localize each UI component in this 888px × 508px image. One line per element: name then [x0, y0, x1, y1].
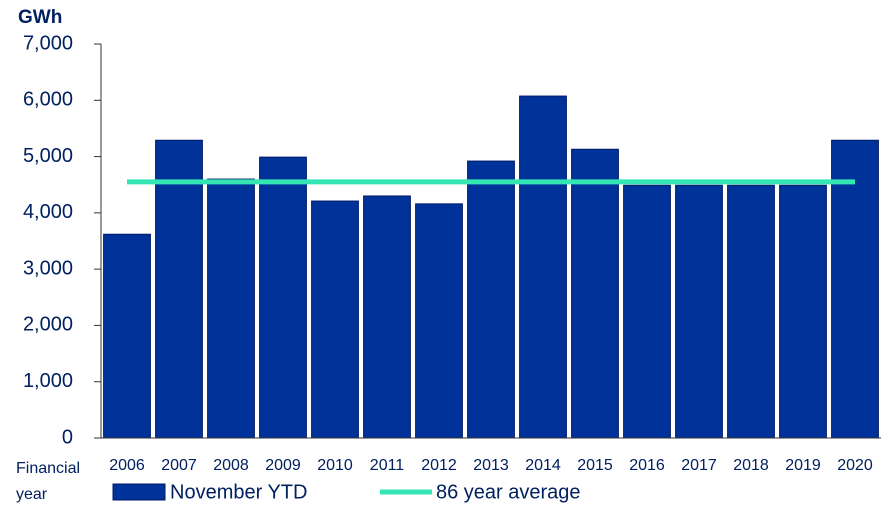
x-axis-label: Financial year: [16, 460, 81, 503]
bar: [363, 195, 411, 439]
legend-label: 86 year average: [436, 481, 581, 503]
bar: [675, 184, 723, 439]
x-tick-label: 2011: [370, 457, 405, 474]
legend-swatch: [112, 483, 166, 501]
bar: [519, 95, 567, 439]
y-tick-label: 5,000: [23, 145, 73, 167]
y-axis-label: GWh: [18, 7, 62, 28]
x-tick-label: 2009: [265, 457, 301, 474]
x-tick-label: 2007: [161, 457, 197, 474]
y-tick-label: 4,000: [23, 201, 73, 223]
x-tick-label: 2008: [213, 457, 249, 474]
bar: [623, 184, 671, 439]
x-tick-label: 2016: [629, 457, 665, 474]
x-tick-label: 2006: [109, 457, 145, 474]
y-tick-label: 1,000: [23, 370, 73, 392]
bar: [259, 156, 307, 439]
bar: [779, 184, 827, 439]
bar: [311, 200, 359, 439]
y-tick-label: 3,000: [23, 257, 73, 279]
x-tick-label: 2012: [421, 457, 457, 474]
bar: [103, 233, 151, 439]
y-tick-label: 6,000: [23, 89, 73, 111]
legend-label: November YTD: [170, 481, 307, 503]
x-tick-label: 2020: [837, 457, 873, 474]
y-tick-label: 0: [62, 426, 73, 448]
x-tick-label: 2015: [577, 457, 613, 474]
bar: [207, 178, 255, 439]
bar: [571, 148, 619, 439]
x-tick-label: 2019: [785, 457, 821, 474]
x-tick-label: 2013: [473, 457, 509, 474]
bar: [727, 184, 775, 439]
x-tick-label: 2010: [317, 457, 353, 474]
x-tick-label: 2014: [525, 457, 561, 474]
bar: [467, 160, 515, 439]
y-tick-label: 7,000: [23, 32, 73, 54]
bar: [831, 139, 879, 439]
bar: [415, 203, 463, 439]
bar: [155, 139, 203, 439]
x-tick-label: 2017: [681, 457, 717, 474]
y-tick-label: 2,000: [23, 314, 73, 336]
x-tick-label: 2018: [733, 457, 769, 474]
